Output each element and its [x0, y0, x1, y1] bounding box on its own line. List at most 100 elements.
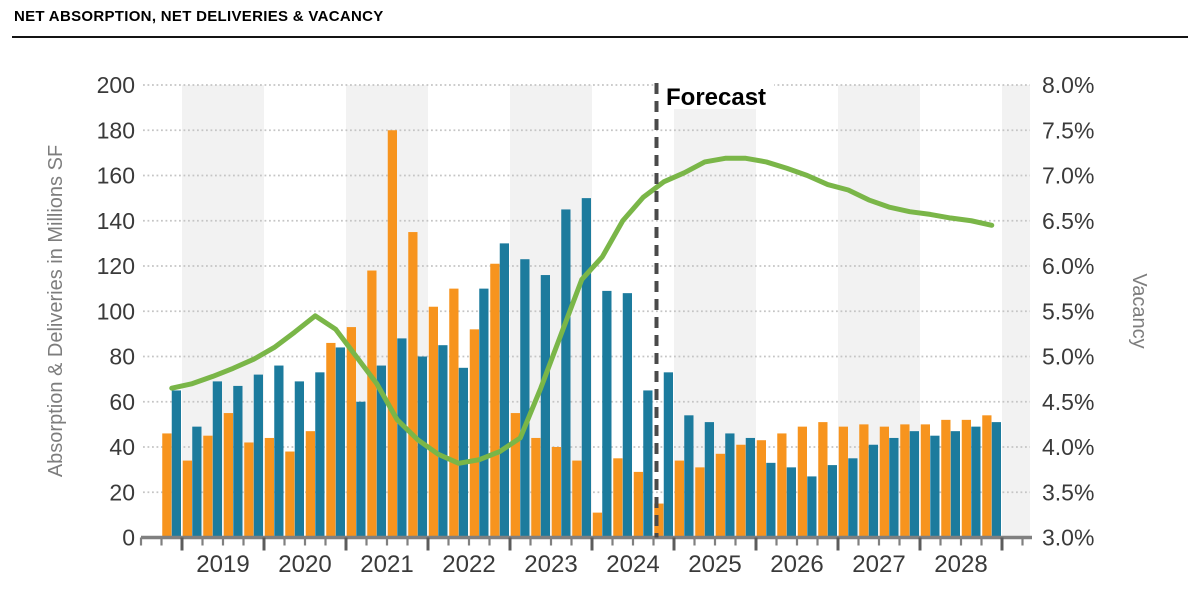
left-axis-tick-label: 120: [97, 253, 135, 279]
left-axis-tick-label: 160: [97, 163, 135, 189]
bar-teal: [171, 390, 181, 538]
page-title: NET ABSORPTION, NET DELIVERIES & VACANCY: [14, 8, 384, 25]
bar-orange: [326, 342, 336, 538]
x-axis-year-label: 2019: [196, 551, 249, 578]
bar-teal: [335, 347, 345, 538]
bar-orange: [469, 329, 479, 538]
bar-orange: [244, 442, 254, 538]
bar-orange: [387, 130, 397, 538]
left-axis-tick-label: 200: [97, 72, 135, 98]
bar-teal: [212, 381, 222, 538]
left-axis-tick-label: 140: [97, 208, 135, 234]
bar-teal: [766, 462, 776, 538]
bar-orange: [490, 263, 500, 538]
bar-orange: [695, 467, 705, 538]
bar-orange: [613, 458, 623, 538]
left-axis-title: Absorption & Deliveries in Millions SF: [45, 145, 67, 477]
bar-orange: [777, 433, 787, 538]
bar-orange: [961, 419, 971, 538]
bar-orange: [162, 433, 172, 538]
bar-teal: [971, 426, 981, 538]
bar-teal: [848, 458, 858, 538]
bar-teal: [315, 372, 325, 538]
bar-teal: [356, 401, 366, 538]
left-axis-tick-label: 180: [97, 117, 135, 143]
bar-teal: [909, 431, 919, 538]
x-axis-year-label: 2028: [934, 551, 987, 578]
bar-orange: [285, 451, 295, 538]
bar-teal: [827, 465, 837, 538]
bar-orange: [203, 435, 213, 538]
bar-orange: [264, 437, 274, 538]
bar-teal: [417, 356, 427, 538]
bar-teal: [950, 431, 960, 538]
left-axis-tick-label: 100: [97, 298, 135, 324]
right-axis-tick-label: 6.5%: [1042, 208, 1094, 234]
bar-teal: [704, 422, 714, 538]
right-axis-tick-label: 8.0%: [1042, 72, 1094, 98]
bar-orange: [736, 444, 746, 538]
bar-teal: [192, 426, 202, 538]
bar-orange: [879, 426, 889, 538]
bar-orange: [408, 232, 418, 538]
title-underline: [12, 36, 1188, 38]
right-axis-tick-label: 7.0%: [1042, 163, 1094, 189]
bar-orange: [346, 327, 356, 538]
bar-orange: [818, 422, 828, 538]
x-axis-year-label: 2021: [360, 551, 413, 578]
bar-teal: [807, 476, 817, 538]
bar-teal: [520, 259, 530, 538]
bar-orange: [654, 503, 664, 538]
bar-teal: [233, 385, 243, 538]
x-axis-year-label: 2026: [770, 551, 823, 578]
left-axis-tick-label: 80: [109, 344, 135, 370]
bar-orange: [223, 413, 233, 538]
right-axis-tick-label: 6.0%: [1042, 253, 1094, 279]
vacancy-line-group: [169, 155, 995, 466]
bar-orange: [305, 431, 315, 538]
bar-teal: [663, 372, 673, 538]
bar-orange: [572, 460, 582, 538]
bar-teal: [561, 209, 571, 538]
x-axis-year-label: 2024: [606, 551, 659, 578]
bar-teal: [499, 243, 509, 538]
bar-teal: [622, 293, 632, 538]
bar-orange: [367, 270, 377, 538]
bar-teal: [930, 435, 940, 538]
bar-teal: [602, 290, 612, 538]
left-axis-tick-label: 60: [109, 389, 135, 415]
right-axis-tick-label: 3.5%: [1042, 479, 1094, 505]
right-axis-tick-label: 3.0%: [1042, 525, 1094, 551]
bar-orange: [449, 288, 459, 538]
left-axis-tick-label: 40: [109, 434, 135, 460]
bar-orange: [756, 440, 766, 538]
right-axis-tick-label: 4.0%: [1042, 434, 1094, 460]
bar-teal: [581, 198, 591, 538]
bar-orange: [715, 453, 725, 538]
x-axis-year-label: 2020: [278, 551, 331, 578]
bar-orange: [510, 413, 520, 538]
bar-orange: [428, 306, 438, 538]
axes-and-ticks: 2019 2020 2021 2022 2023 2024 2025 2026 2027 2028…: [97, 72, 1095, 578]
bar-orange: [674, 460, 684, 538]
bar-orange: [633, 471, 643, 538]
x-axis-year-label: 2027: [852, 551, 905, 578]
bar-series: [162, 130, 1001, 538]
x-axis-year-label: 2025: [688, 551, 741, 578]
bar-teal: [294, 381, 304, 538]
bar-teal: [274, 365, 284, 538]
bar-orange: [182, 460, 192, 538]
bar-orange: [551, 447, 561, 538]
bar-teal: [745, 437, 755, 538]
left-axis-tick-label: 0: [122, 525, 135, 551]
right-axis-tick-label: 5.5%: [1042, 298, 1094, 324]
forecast-label-background: [660, 84, 774, 109]
right-axis-tick-label: 7.5%: [1042, 117, 1094, 143]
bar-orange: [920, 424, 930, 538]
bar-teal: [376, 365, 386, 538]
bar-orange: [982, 415, 992, 538]
bar-orange: [592, 512, 602, 538]
bar-teal: [991, 422, 1001, 538]
bar-teal: [458, 367, 468, 538]
bar-teal: [540, 275, 550, 538]
